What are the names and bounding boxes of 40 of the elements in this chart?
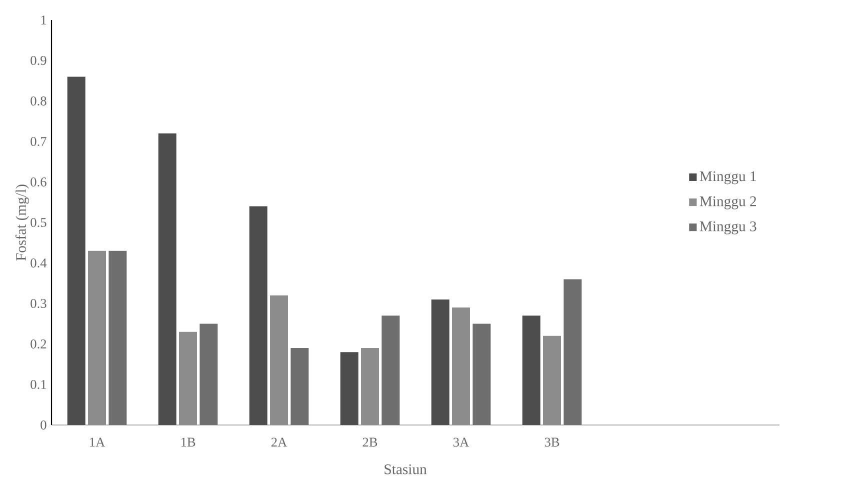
y-tick-label: 1 — [41, 16, 46, 24]
bar — [158, 133, 176, 425]
legend-label: Minggu 1 — [700, 171, 756, 184]
y-tick-label: 0.3 — [30, 298, 46, 308]
y-tick-label: 0.2 — [30, 339, 46, 349]
x-tick-label: 2B — [362, 438, 378, 447]
x-tick-label: 3A — [454, 438, 470, 447]
bar — [200, 324, 218, 425]
x-tick-label: 1A — [90, 438, 106, 447]
y-tick-label: 0.8 — [30, 96, 46, 106]
bar — [382, 316, 400, 425]
bar — [452, 308, 470, 425]
bar — [108, 250, 127, 425]
bar — [431, 299, 450, 425]
x-tick-label: 2A — [271, 438, 288, 447]
bar — [340, 352, 358, 425]
y-tick-label: 0.7 — [30, 136, 46, 146]
legend-label: Minggu 3 — [700, 221, 756, 234]
y-tick-label: 0.1 — [30, 380, 46, 390]
bar — [88, 250, 106, 425]
bar — [290, 348, 309, 425]
bar — [67, 76, 86, 425]
bar — [249, 206, 268, 425]
y-tick-label: 0 — [40, 420, 46, 430]
bar — [522, 316, 540, 425]
bar — [179, 332, 198, 425]
y-tick-label: 0.4 — [30, 258, 47, 268]
x-tick-label: 3B — [544, 438, 560, 447]
y-tick-label: 0.9 — [30, 56, 46, 66]
bar — [564, 279, 582, 425]
y-tick-label: 0.6 — [30, 177, 46, 187]
bar — [270, 295, 288, 425]
legend-label: Minggu 2 — [700, 196, 756, 210]
x-tick-label: 1B — [181, 438, 196, 447]
y-tick-label: 0.5 — [30, 218, 46, 228]
bar — [543, 336, 562, 425]
bar — [472, 324, 491, 425]
x-axis-title: Stasiun — [384, 464, 427, 474]
bar — [361, 348, 380, 425]
y-axis-title: Fosfat (mg/l) — [15, 184, 29, 261]
